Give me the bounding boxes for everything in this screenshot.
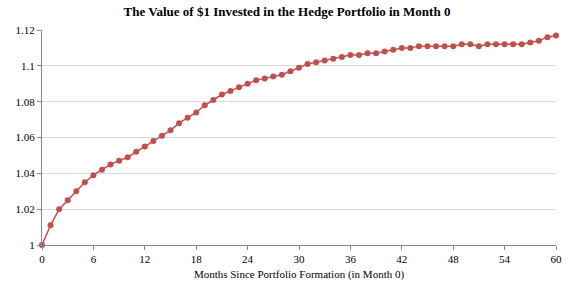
svg-text:1.08: 1.08	[16, 96, 36, 108]
svg-text:Months Since Portfolio Formati: Months Since Portfolio Formation (in Mon…	[194, 268, 405, 281]
svg-text:60: 60	[551, 253, 563, 265]
svg-text:1.06: 1.06	[16, 131, 36, 143]
svg-text:1.04: 1.04	[16, 167, 36, 179]
svg-text:24: 24	[242, 253, 254, 265]
svg-text:48: 48	[448, 253, 460, 265]
svg-text:1.1: 1.1	[21, 60, 35, 72]
svg-text:0: 0	[39, 253, 45, 265]
svg-text:The Value of $1 Invested in th: The Value of $1 Invested in the Hedge Po…	[124, 4, 451, 19]
svg-text:42: 42	[396, 253, 407, 265]
svg-text:54: 54	[499, 253, 511, 265]
svg-text:1: 1	[29, 239, 35, 251]
svg-text:30: 30	[294, 253, 306, 265]
svg-text:36: 36	[345, 253, 357, 265]
svg-text:1.12: 1.12	[16, 24, 35, 36]
svg-text:6: 6	[91, 253, 97, 265]
svg-text:18: 18	[191, 253, 203, 265]
svg-text:12: 12	[139, 253, 150, 265]
svg-text:1.02: 1.02	[16, 203, 35, 215]
